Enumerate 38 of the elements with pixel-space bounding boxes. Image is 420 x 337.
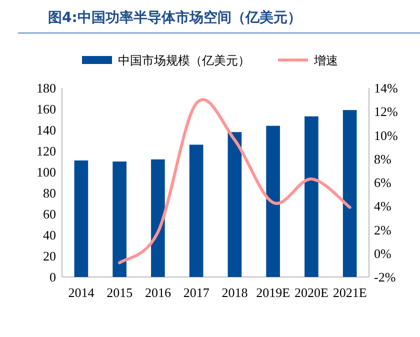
x-tick-label: 2020E [294,285,328,300]
y2-tick-label: 2% [374,222,392,238]
y2-tick-label: 6% [374,175,392,190]
y-tick-label: 40 [43,228,56,242]
bar [304,116,318,277]
y-tick-label: 140 [36,122,56,138]
y2-tick-label: 12% [374,104,398,120]
bar [74,160,88,277]
legend-label: 增速 [313,54,338,68]
y2-tick-label: 0% [374,246,392,261]
y-tick-label: 100 [36,164,56,180]
x-tick-label: 2015 [106,285,133,300]
bar [112,162,126,277]
y2-tick-label: 10% [374,128,398,143]
x-tick-label: 2017 [183,285,210,300]
y2-tick-label: 8% [374,151,392,166]
bar [266,126,280,277]
x-tick-label: 2014 [68,285,95,300]
y2-tick-label: 14% [374,80,398,96]
y-tick-label: 20 [43,248,56,264]
x-tick-label: 2021E [332,285,367,300]
y-tick-label: 0 [50,270,56,284]
y-tick-label: 160 [36,102,56,116]
y-tick-label: 60 [43,206,56,222]
y-tick-label: 80 [43,186,56,200]
bar [189,144,204,277]
y-tick-label: 180 [36,80,56,96]
x-tick-label: 2019E [256,285,290,300]
bar [228,132,242,277]
x-tick-label: 2018 [222,285,248,300]
x-tick-label: 2016 [144,285,172,300]
bar [151,159,165,277]
y2-tick-label: 4% [374,198,392,214]
y-tick-label: 120 [36,144,56,158]
chart-title: 图4:中国功率半导体市场空间（亿美元） [48,9,302,26]
y2-tick-label: -2% [374,270,396,284]
bar [342,110,357,277]
legend-label: 中国市场规模（亿美元） [118,54,250,68]
